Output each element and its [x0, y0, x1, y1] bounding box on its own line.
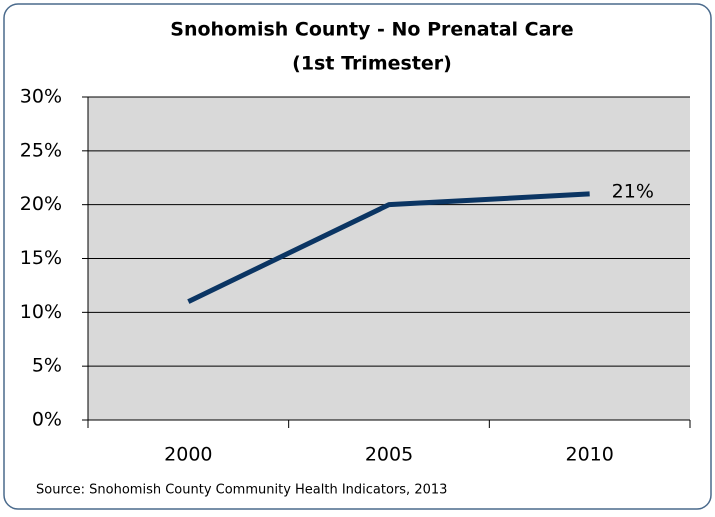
y-tick-label: 30%: [20, 86, 62, 108]
x-tick-label: 2000: [164, 444, 212, 466]
x-tick-label: 2010: [565, 444, 613, 466]
x-tick-label: 2005: [365, 444, 413, 466]
source-note: Source: Snohomish County Community Healt…: [36, 483, 447, 498]
y-tick-label: 15%: [20, 247, 62, 269]
data-line: [187, 191, 590, 304]
y-tick-label: 25%: [20, 139, 62, 161]
chart-title: Snohomish County - No Prenatal Care: [170, 19, 573, 41]
y-tick-label: 10%: [20, 301, 62, 323]
data-label: 21%: [612, 180, 654, 202]
y-tick-label: 5%: [32, 355, 62, 377]
y-tick-label: 20%: [20, 193, 62, 215]
chart-title: (1st Trimester): [292, 53, 452, 75]
y-tick-label: 0%: [32, 409, 62, 431]
